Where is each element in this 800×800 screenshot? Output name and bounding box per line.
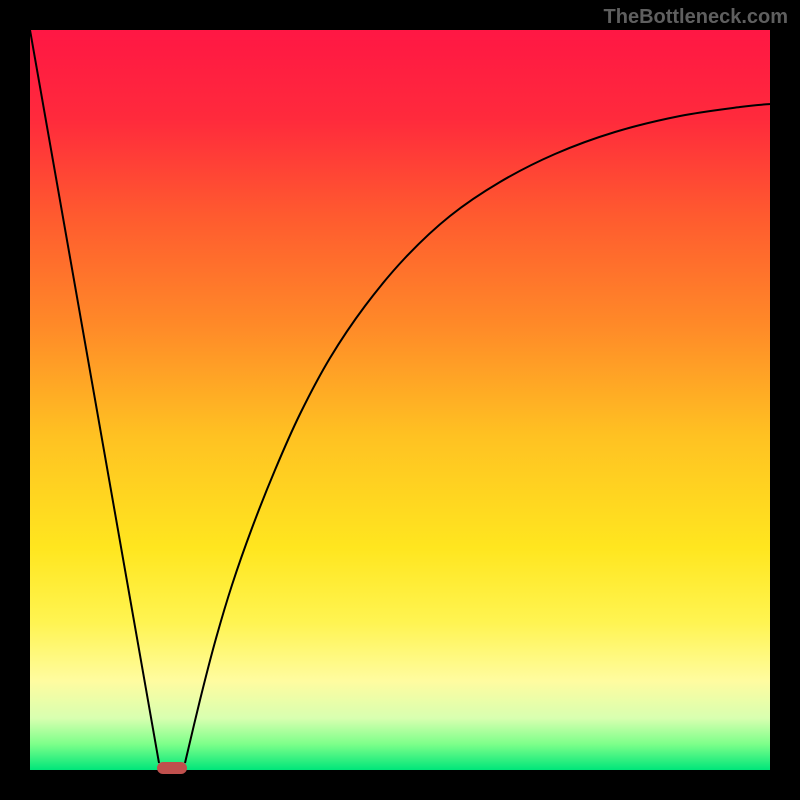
bottleneck-marker	[157, 762, 187, 774]
watermark-text: TheBottleneck.com	[604, 6, 788, 29]
bottleneck-chart	[0, 0, 800, 800]
